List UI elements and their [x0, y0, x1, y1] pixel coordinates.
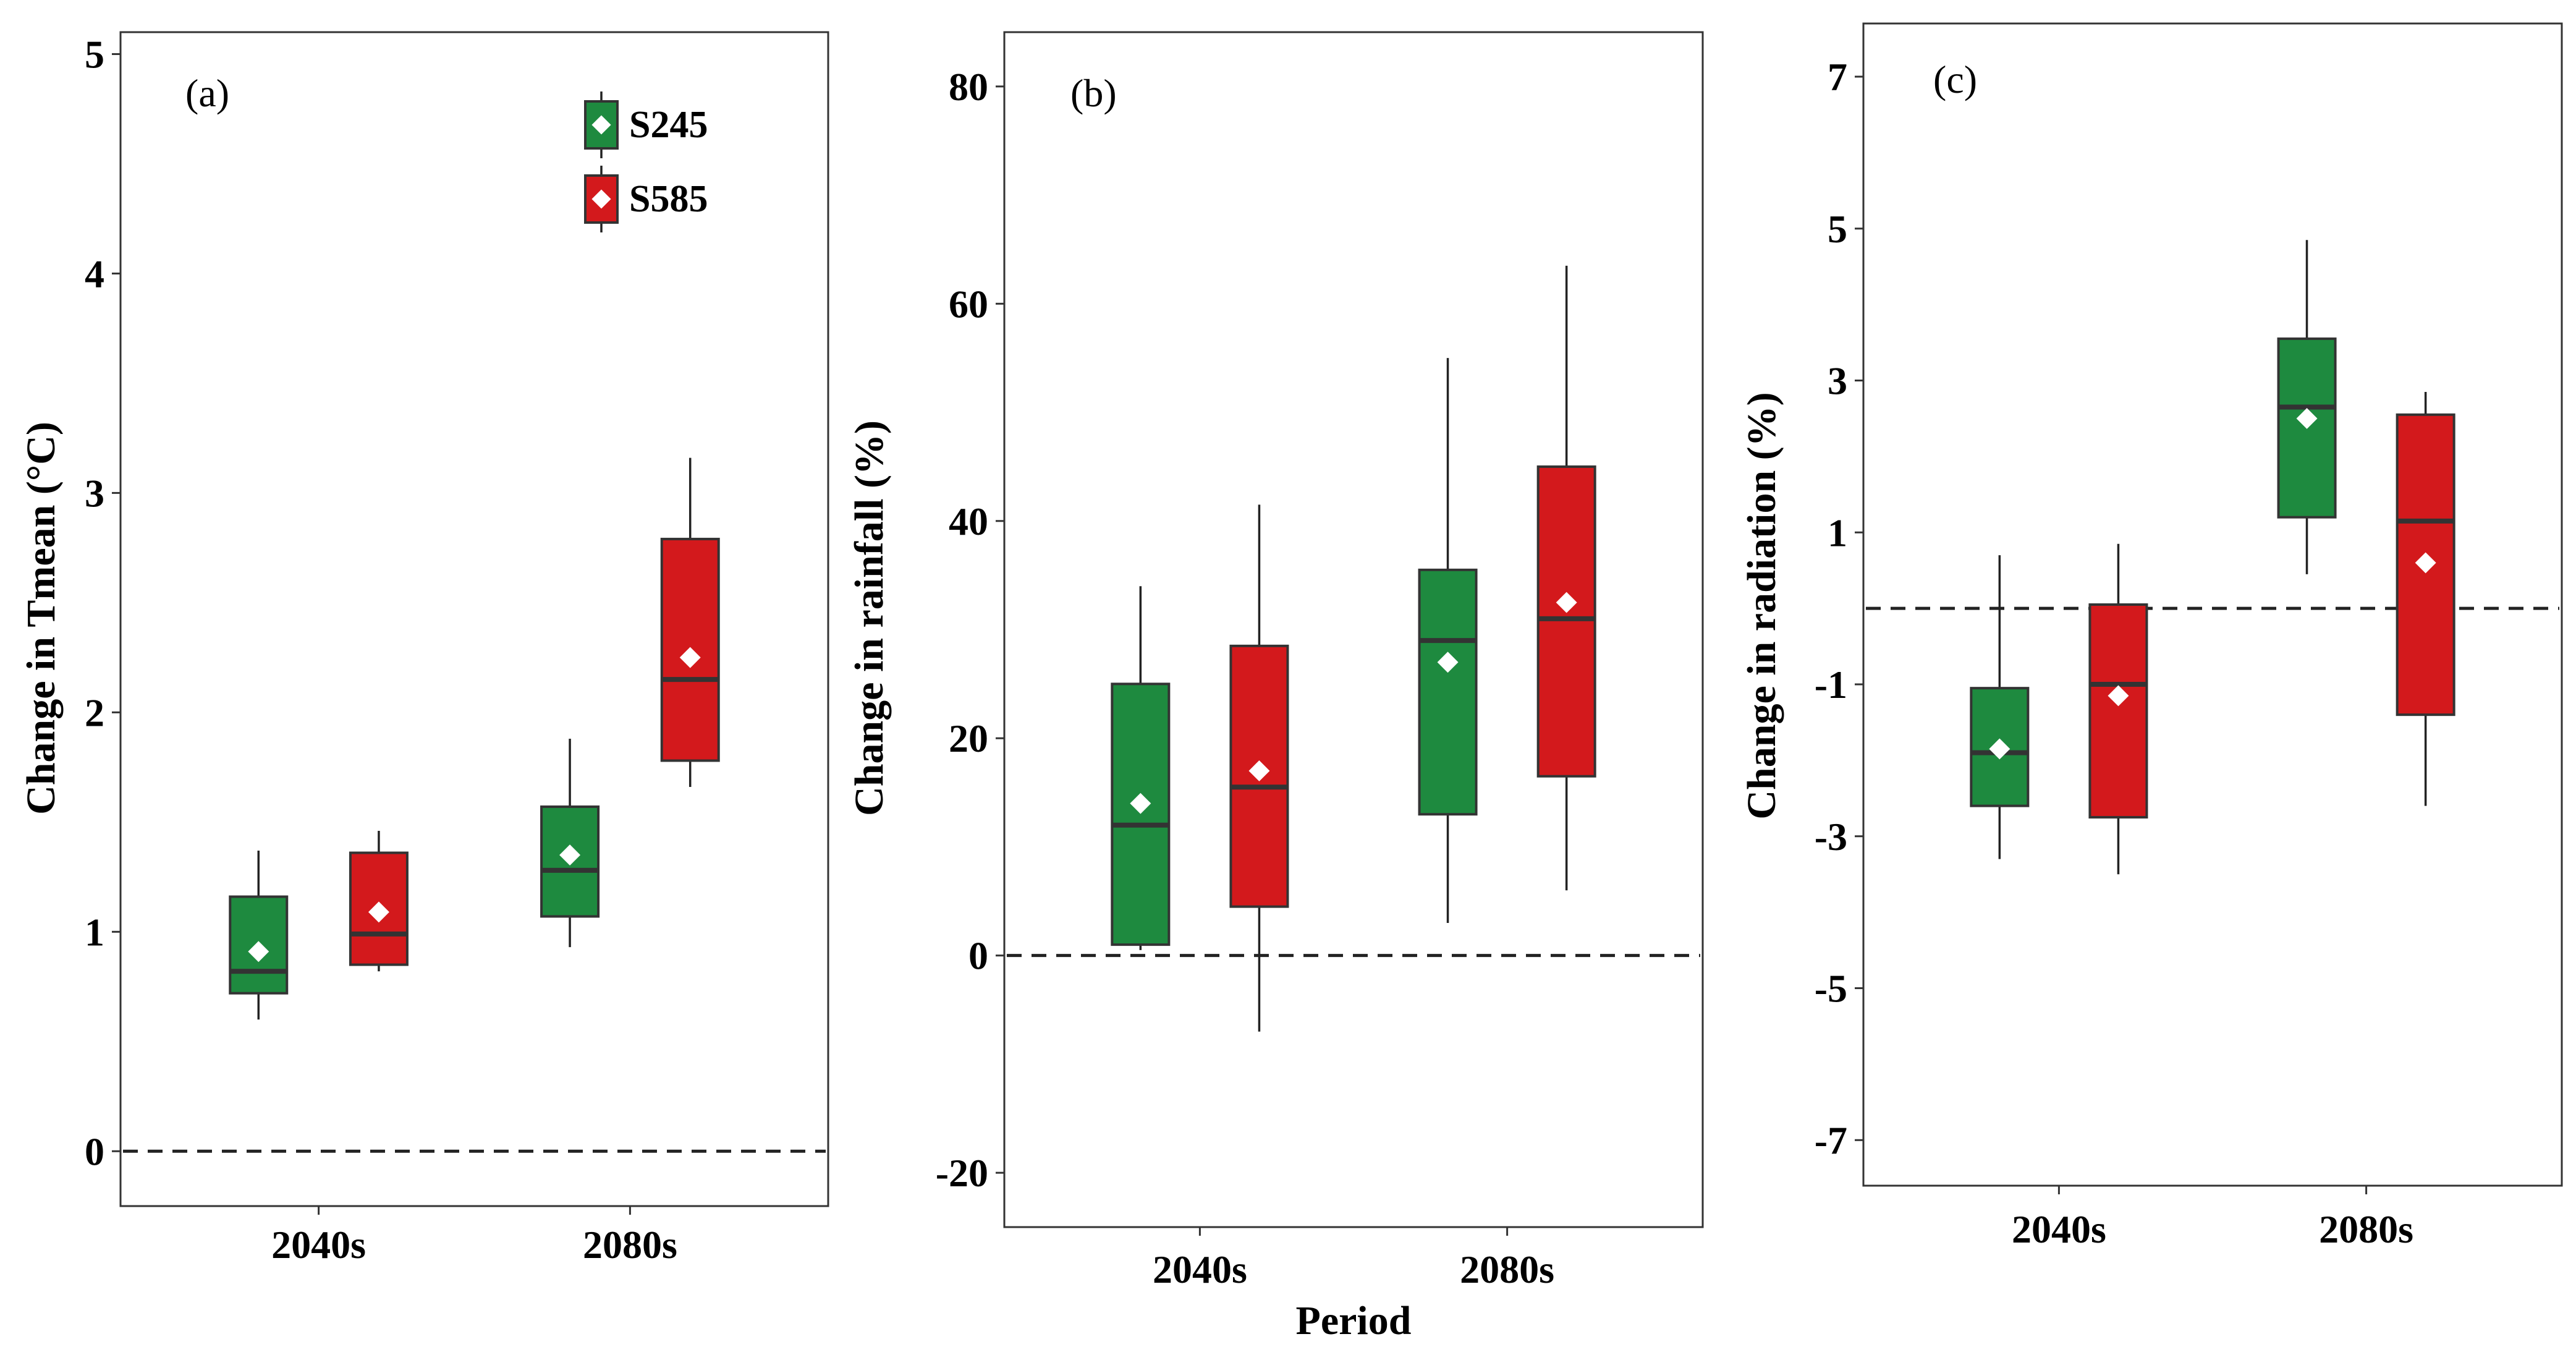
- panel-c-tag: (c): [1933, 57, 1977, 101]
- s245-2040s-box: [229, 895, 289, 995]
- y-tick-label: -5: [1815, 967, 1847, 1011]
- y-tick-label: 2: [85, 691, 104, 734]
- y-tick-label: 3: [85, 471, 104, 515]
- legend: S245 S585: [584, 91, 708, 232]
- s585-2040s-mean-marker: [2108, 685, 2129, 707]
- s245-2080s-box: [1418, 568, 1478, 816]
- y-tick-label: -20: [936, 1151, 988, 1195]
- s585-2040s-box: [2088, 603, 2148, 819]
- legend-label-s245: S245: [629, 104, 708, 146]
- s245-2080s-mean-marker: [1437, 652, 1459, 673]
- panel-a-y-axis-title: Change in Tmean (°C): [19, 422, 64, 815]
- y-tick-label: 1: [1828, 511, 1847, 555]
- panel-b: -20 0 20 40 60 80 2040s 2080s (b) Change in rai…: [847, 31, 1704, 1343]
- panel-b-y-axis-title: Change in rainfall (%): [847, 420, 892, 816]
- panel-b-tag: (b): [1070, 71, 1117, 115]
- panel-c-frame: [1862, 22, 2563, 1187]
- y-tick-label: -3: [1815, 815, 1847, 859]
- y-tick-label: -7: [1815, 1118, 1847, 1162]
- panel-a: 0 1 2 3 4 5 2040s 2080s (a) Change in Tmean (°C…: [19, 31, 829, 1267]
- y-tick-label: 0: [968, 934, 988, 978]
- panel-b-frame: [1003, 31, 1704, 1228]
- x-axis-title: Period: [1296, 1298, 1412, 1343]
- legend-label-s585: S585: [629, 178, 708, 220]
- x-tick-label: 2040s: [271, 1223, 366, 1267]
- y-tick-label: 4: [85, 252, 104, 295]
- y-tick-label: 80: [949, 65, 988, 109]
- s245-2040s-mean-marker: [1130, 793, 1151, 814]
- x-tick-label: 2040s: [2012, 1207, 2106, 1251]
- s245-2040s-mean-marker: [248, 941, 269, 963]
- y-tick-label: 60: [949, 282, 988, 326]
- s585-2040s-mean-marker: [1248, 760, 1270, 781]
- y-tick-label: 1: [85, 910, 104, 954]
- y-tick-label: 7: [1828, 55, 1847, 99]
- y-tick-label: 40: [949, 499, 988, 543]
- x-tick-label: 2080s: [2319, 1207, 2413, 1251]
- y-tick-label: 20: [949, 716, 988, 760]
- y-tick-label: 3: [1828, 359, 1847, 403]
- s245-2040s-box: [1111, 682, 1171, 946]
- legend-s585-mean-marker: [591, 189, 611, 209]
- x-tick-label: 2040s: [1153, 1247, 1247, 1291]
- s585-2040s-mean-marker: [368, 901, 389, 923]
- panel-b-plot: -20 0 20 40 60 80 2040s 2080s: [936, 65, 1700, 1291]
- s245-2080s-mean-marker: [559, 844, 581, 866]
- panel-a-plot: 0 1 2 3 4 5 2040s 2080s: [85, 32, 826, 1267]
- s245-2040s-mean-marker: [1989, 738, 2010, 760]
- y-tick-label: -1: [1815, 663, 1847, 707]
- s585-2080s-mean-marker: [679, 647, 701, 668]
- s585-2080s-box: [1536, 465, 1596, 778]
- y-tick-label: 0: [85, 1129, 104, 1173]
- panel-c-y-axis-title: Change in radiation (%): [1739, 392, 1784, 819]
- panel-a-frame: [119, 31, 829, 1207]
- x-tick-label: 2080s: [583, 1223, 677, 1267]
- panel-c-plot: -7 -5 -3 -1 1 3 5 7 2040s 2080s: [1815, 55, 2559, 1251]
- panel-c: -7 -5 -3 -1 1 3 5 7 2040s 2080s (c) Change in rad…: [1739, 22, 2563, 1251]
- y-tick-label: 5: [1828, 207, 1847, 251]
- panel-a-tag: (a): [185, 71, 229, 115]
- y-tick-label: 5: [85, 32, 104, 76]
- x-tick-label: 2080s: [1460, 1247, 1554, 1291]
